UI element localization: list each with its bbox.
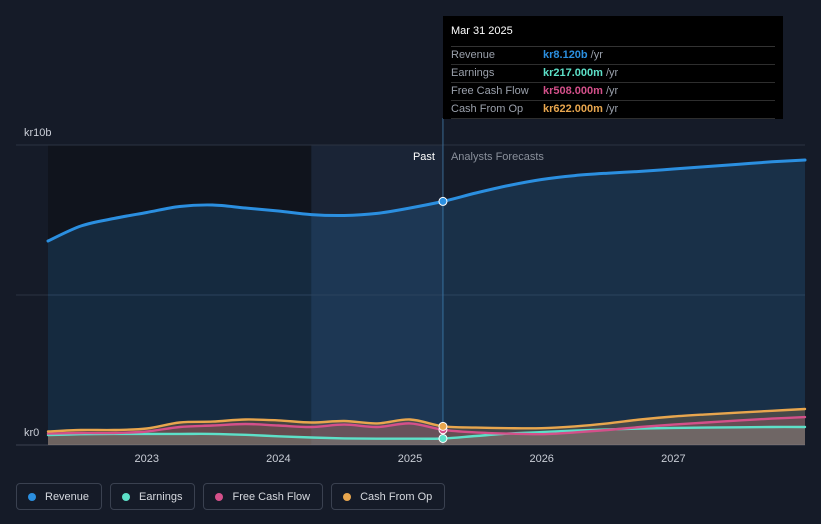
tooltip-value: kr622.000m: [543, 103, 603, 115]
tooltip-unit: /yr: [605, 67, 619, 79]
tooltip-unit: /yr: [590, 49, 603, 61]
x-tick-label: 2027: [661, 453, 685, 465]
series-lines: [46, 158, 807, 443]
x-tick-label: 2026: [529, 453, 553, 465]
series-line-revenue: [46, 158, 807, 243]
series-area-revenue: [48, 160, 805, 445]
y-top-label: kr10b: [24, 127, 52, 139]
x-tick-label: 2024: [266, 453, 290, 465]
chart-area: kr10b kr0 2023 2024 2025 2026 2027 Past Analysts…: [16, 118, 807, 465]
tooltip-row-revenue: Revenue kr8.120b /yr: [451, 47, 775, 65]
tooltip-unit: /yr: [605, 85, 619, 97]
series-area-earnings: [48, 426, 805, 445]
chart-labels: kr10b kr0 2023 2024 2025 2026 2027 Past Analysts…: [24, 127, 686, 465]
x-tick-label: 2025: [398, 453, 422, 465]
tooltip-row-free-cash-flow: Free Cash Flow kr508.000m /yr: [451, 83, 775, 101]
legend-item-free-cash-flow[interactable]: Free Cash Flow: [203, 483, 324, 510]
series-line-cash-from-op: [46, 407, 807, 433]
legend-dot-icon: [343, 492, 352, 501]
series-point-cash-from-op: [438, 421, 448, 431]
legend-label: Cash From Op: [360, 490, 433, 503]
legend-label: Earnings: [139, 490, 183, 503]
tooltip-value: kr8.120b: [543, 49, 588, 61]
legend-item-cash-from-op[interactable]: Cash From Op: [331, 483, 446, 510]
legend-label: Free Cash Flow: [232, 490, 311, 503]
tooltip-date: Mar 31 2025: [451, 24, 775, 47]
y-bottom-label: kr0: [24, 427, 39, 439]
tooltip-label: Free Cash Flow: [451, 85, 529, 97]
legend-item-earnings[interactable]: Earnings: [110, 483, 196, 510]
forecast-label: Analysts Forecasts: [451, 151, 544, 163]
legend: Revenue Earnings Free Cash Flow Cash Fro…: [16, 483, 446, 510]
tooltip-value: kr508.000m: [543, 85, 603, 97]
series-line-earnings: [46, 425, 807, 440]
legend-dot-icon: [122, 492, 131, 501]
tooltip-label: Revenue: [451, 49, 496, 61]
series-point-revenue: [438, 196, 448, 206]
legend-dot-icon: [215, 492, 224, 501]
legend-label: Revenue: [45, 490, 90, 503]
tooltip-label: Cash From Op: [451, 103, 524, 115]
tooltip-label: Earnings: [451, 67, 495, 79]
legend-item-revenue[interactable]: Revenue: [16, 483, 103, 510]
x-tick-label: 2023: [134, 453, 158, 465]
legend-dot-icon: [28, 492, 36, 501]
tooltip-row-cash-from-op: Cash From Op kr622.000m /yr: [451, 101, 775, 119]
series-line-free-cash-flow: [46, 415, 807, 436]
series-area-free-cash-flow: [48, 417, 805, 445]
tooltip-row-earnings: Earnings kr217.000m /yr: [451, 65, 775, 83]
tooltip: Mar 31 2025 Revenue kr8.120b /yr Earning…: [443, 16, 783, 119]
past-label: Past: [413, 151, 435, 163]
tooltip-unit: /yr: [605, 103, 619, 115]
grid-layer: [16, 118, 805, 446]
tooltip-value: kr217.000m: [543, 67, 603, 79]
series-point-earnings: [438, 433, 448, 443]
